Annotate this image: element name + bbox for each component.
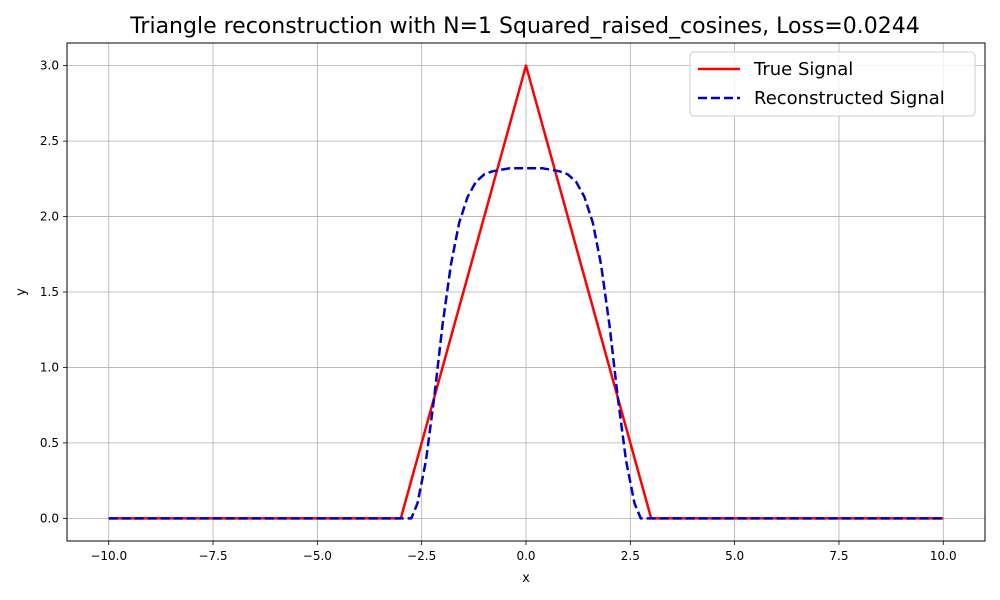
y-axis-label: y — [14, 288, 29, 296]
legend-label-true-signal: True Signal — [753, 59, 853, 80]
y-tick-label: 1.0 — [40, 360, 59, 374]
x-tick-label: −2.5 — [407, 549, 436, 563]
y-tick-label: 0.5 — [40, 436, 59, 450]
x-tick-label: −7.5 — [198, 549, 227, 563]
legend-label-reconstructed-signal: Reconstructed Signal — [754, 88, 945, 109]
y-tick-label: 1.5 — [40, 285, 59, 299]
x-tick-label: 10.0 — [930, 549, 957, 563]
x-tick-label: −5.0 — [303, 549, 332, 563]
x-tick-label: 5.0 — [725, 549, 744, 563]
y-tick-label: 0.0 — [40, 511, 59, 525]
y-tick-label: 2.0 — [40, 210, 59, 224]
y-tick-label: 3.0 — [40, 59, 59, 73]
x-axis-label: x — [522, 571, 530, 586]
chart-title: Triangle reconstruction with N=1 Squared… — [129, 14, 920, 39]
legend-box — [689, 51, 976, 117]
x-tick-label: 2.5 — [621, 549, 640, 563]
legend: True Signal Reconstructed Signal — [689, 51, 976, 117]
ticks: −10.0 −7.5 −5.0 −2.5 0.0 2.5 5.0 7.5 10.0 0.0 0.5 1… — [40, 59, 957, 563]
series-layer — [108, 64, 944, 520]
series-line-reconstructed-signal — [108, 167, 944, 520]
y-tick-label: 2.5 — [40, 134, 59, 148]
series-line-true-signal — [108, 64, 944, 520]
x-tick-label: −10.0 — [90, 549, 127, 563]
x-tick-label: 0.0 — [516, 549, 535, 563]
x-tick-label: 7.5 — [829, 549, 848, 563]
